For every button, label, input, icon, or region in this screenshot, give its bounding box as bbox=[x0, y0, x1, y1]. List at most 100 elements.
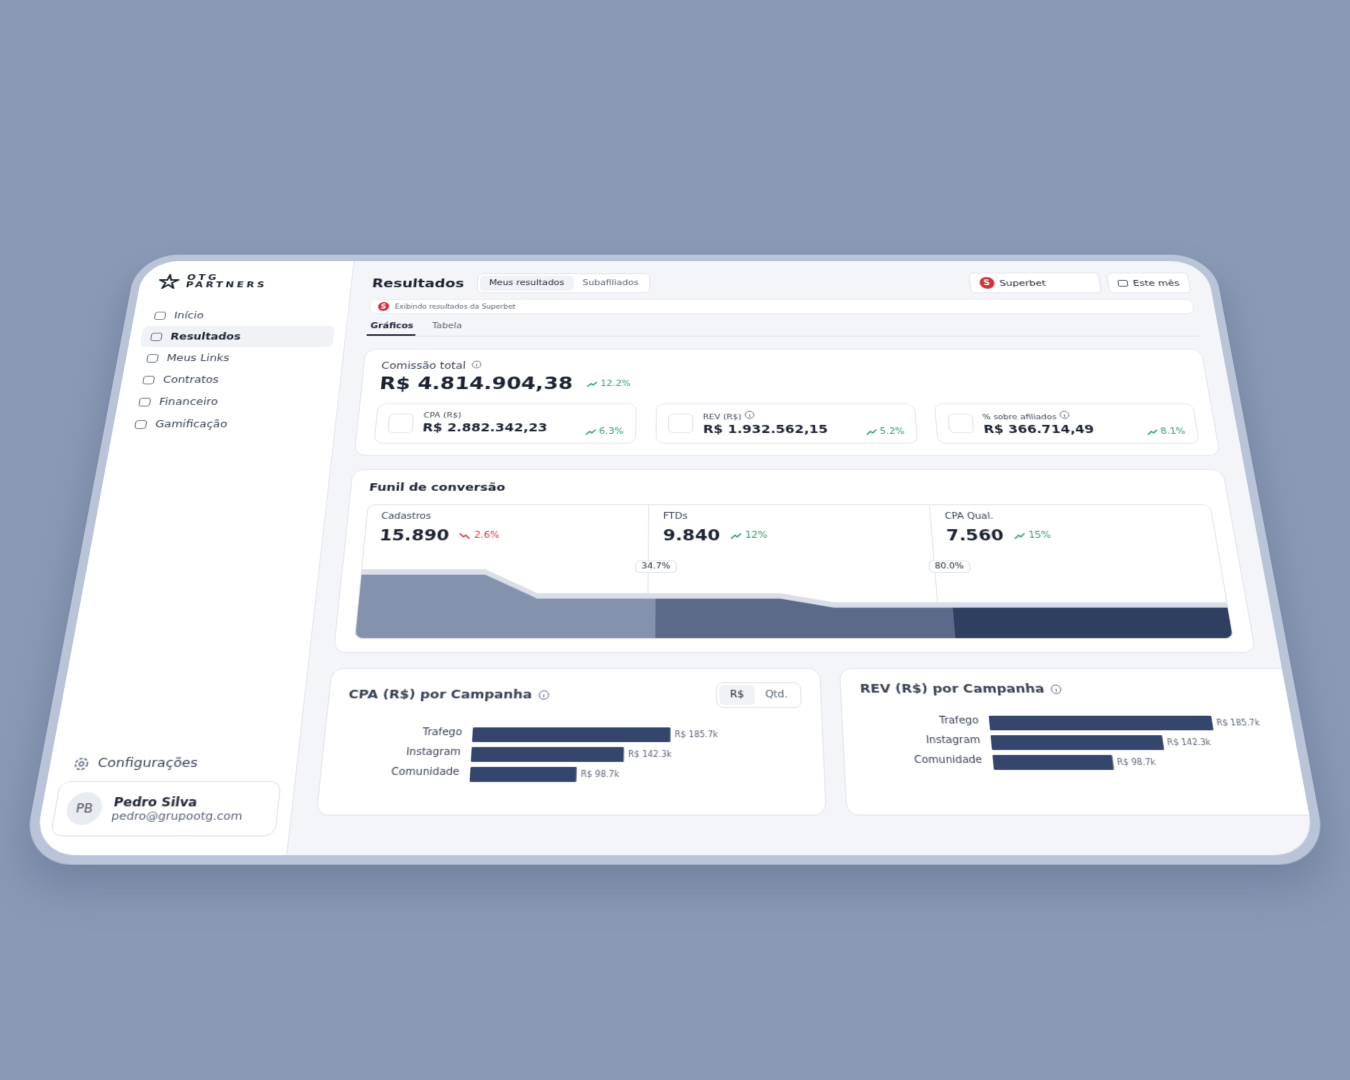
nav-label: Gamificação bbox=[154, 418, 229, 430]
trend-line bbox=[731, 533, 741, 538]
metric-icon bbox=[947, 413, 975, 433]
metric-value: R$ 2.882.342,23 bbox=[422, 421, 548, 435]
conversion-badge: 34.7% bbox=[635, 560, 677, 573]
commission-label: Comissão total bbox=[381, 360, 1188, 371]
page-title: Resultados bbox=[371, 275, 465, 290]
funnel-card: Funil de conversão Cadastros 15.890 2.6% FT… bbox=[332, 469, 1257, 653]
stage-value-row: 7.560 15% bbox=[946, 527, 1203, 545]
metric-value: R$ 366.714,49 bbox=[983, 423, 1095, 437]
stage-change: 15% bbox=[1013, 530, 1052, 541]
charts-row: CPA (R$) por Campanha R$ Qtd. Trafego R$ 185… bbox=[315, 653, 1317, 816]
change-value: 15% bbox=[1028, 530, 1052, 541]
stage-value-row: 15.890 2.6% bbox=[379, 527, 634, 545]
bar bbox=[470, 747, 624, 762]
chart-header: CPA (R$) por Campanha R$ Qtd. bbox=[347, 682, 802, 708]
chart-card: REV (R$) por Campanha Trafego R$ 185.7k Ins… bbox=[838, 667, 1317, 816]
info-icon bbox=[1050, 684, 1063, 694]
trend-icon bbox=[459, 532, 471, 539]
chart-title-text: CPA (R$) por Campanha bbox=[347, 687, 533, 703]
nav-item[interactable]: Resultados bbox=[139, 325, 335, 348]
metric-label: CPA (R$) bbox=[423, 412, 548, 420]
view-tab[interactable]: Gráficos bbox=[366, 318, 417, 336]
nav-icon bbox=[153, 311, 167, 320]
funnel: Cadastros 15.890 2.6% FTDs 9.840 12% CPA Qual.… bbox=[354, 504, 1234, 640]
metric-change: 8.1% bbox=[1146, 427, 1187, 437]
toggle-option[interactable]: R$ bbox=[719, 684, 755, 706]
conversion-badge: 80.0% bbox=[928, 560, 971, 573]
nav-item[interactable]: Meus Links bbox=[136, 347, 333, 369]
notice-text: Exibindo resultados da Superbet bbox=[394, 303, 516, 310]
trend-line bbox=[587, 382, 597, 387]
period-select[interactable]: Este mês bbox=[1105, 272, 1192, 294]
bar-chart: Trafego R$ 185.7k Instagram R$ 142.3k Comuni… bbox=[914, 715, 1261, 770]
value-label: R$ 185.7k bbox=[675, 730, 719, 739]
chart-toggle: R$ Qtd. bbox=[716, 682, 802, 708]
trend-icon bbox=[730, 532, 742, 539]
user-name: Pedro Silva bbox=[112, 794, 199, 809]
info-icon bbox=[538, 690, 550, 701]
user-menu[interactable]: PB Pedro Silva pedro@grupootg.com bbox=[49, 780, 282, 837]
nav-label: Contratos bbox=[162, 374, 220, 386]
nav-item[interactable]: Início bbox=[143, 305, 337, 326]
sub-cards: CPA (R$) R$ 2.882.342,23 6.3% REV (R$) R$ 1… bbox=[373, 403, 1200, 444]
settings-icon bbox=[73, 756, 91, 770]
settings-link[interactable]: Configurações bbox=[60, 746, 286, 781]
metric-change: 5.2% bbox=[865, 427, 905, 436]
avatar: PB bbox=[64, 792, 105, 825]
chart-header: REV (R$) por Campanha bbox=[860, 682, 1314, 696]
category-label: Comunidade bbox=[391, 766, 460, 778]
chart-title: REV (R$) por Campanha bbox=[860, 682, 1063, 696]
tab[interactable]: Meus resultados bbox=[479, 275, 574, 291]
metric-change: 6.3% bbox=[584, 427, 624, 436]
metric-card: CPA (R$) R$ 2.882.342,23 6.3% bbox=[373, 403, 637, 444]
change-value: 8.1% bbox=[1160, 427, 1187, 437]
bar bbox=[469, 766, 577, 782]
chart-card: CPA (R$) por Campanha R$ Qtd. Trafego R$ 185… bbox=[315, 667, 827, 816]
value-label: R$ 142.3k bbox=[628, 750, 672, 760]
calendar-icon bbox=[1117, 279, 1128, 286]
logo-line: PARTNERS bbox=[185, 279, 268, 290]
change-value: 12% bbox=[744, 530, 768, 541]
settings-label: Configurações bbox=[96, 755, 199, 771]
trend-line bbox=[866, 429, 876, 434]
metric-card: % sobre afiliados R$ 366.714,49 8.1% bbox=[933, 403, 1200, 444]
nav-icon bbox=[134, 419, 148, 429]
logo-mark bbox=[158, 274, 181, 289]
metric-text: REV (R$) R$ 1.932.562,15 bbox=[703, 410, 828, 436]
nav-icon bbox=[150, 332, 163, 341]
nav-item[interactable]: Contratos bbox=[132, 369, 330, 391]
stage-change: 2.6% bbox=[459, 531, 500, 540]
bar-chart: Trafego R$ 185.7k Instagram R$ 142.3k Comuni… bbox=[391, 727, 719, 782]
stage-label: FTDs bbox=[663, 511, 688, 522]
main: Resultados Meus resultados Subafiliados S… bbox=[287, 261, 1317, 855]
tab[interactable]: Subafiliados bbox=[582, 278, 639, 287]
toggle-option[interactable]: Qtd. bbox=[765, 689, 788, 701]
nav-item[interactable]: Financeiro bbox=[127, 391, 327, 413]
tabs: Meus resultados Subafiliados bbox=[476, 273, 651, 293]
operator-badge: S bbox=[978, 277, 995, 289]
trend-icon bbox=[586, 381, 598, 387]
funnel-segment bbox=[952, 607, 1234, 639]
chart-title-text: REV (R$) por Campanha bbox=[859, 682, 1046, 697]
stage-change: 12% bbox=[730, 530, 768, 541]
value-label: R$ 98.7k bbox=[1117, 757, 1157, 767]
category-label: Trafego bbox=[421, 727, 463, 739]
category-label: Trafego bbox=[938, 715, 980, 726]
trend-icon bbox=[1146, 429, 1159, 435]
header: Resultados Meus resultados Subafiliados S… bbox=[371, 272, 1192, 294]
trend-icon bbox=[865, 429, 877, 435]
commission-value: R$ 4.814.904,38 bbox=[378, 374, 574, 394]
nav-item[interactable]: Gamificação bbox=[123, 413, 324, 436]
stage-value: 7.560 bbox=[945, 526, 1005, 545]
nav-icon bbox=[142, 375, 156, 384]
metric-label: REV (R$) bbox=[703, 410, 828, 422]
operator-select[interactable]: S Superbet bbox=[968, 272, 1102, 294]
metric-value: R$ 1.932.562,15 bbox=[703, 423, 829, 437]
info-icon bbox=[471, 360, 482, 371]
period-label: Este mês bbox=[1132, 278, 1181, 288]
nav-label: Resultados bbox=[169, 331, 242, 342]
view-tab[interactable]: Tabela bbox=[431, 322, 463, 331]
